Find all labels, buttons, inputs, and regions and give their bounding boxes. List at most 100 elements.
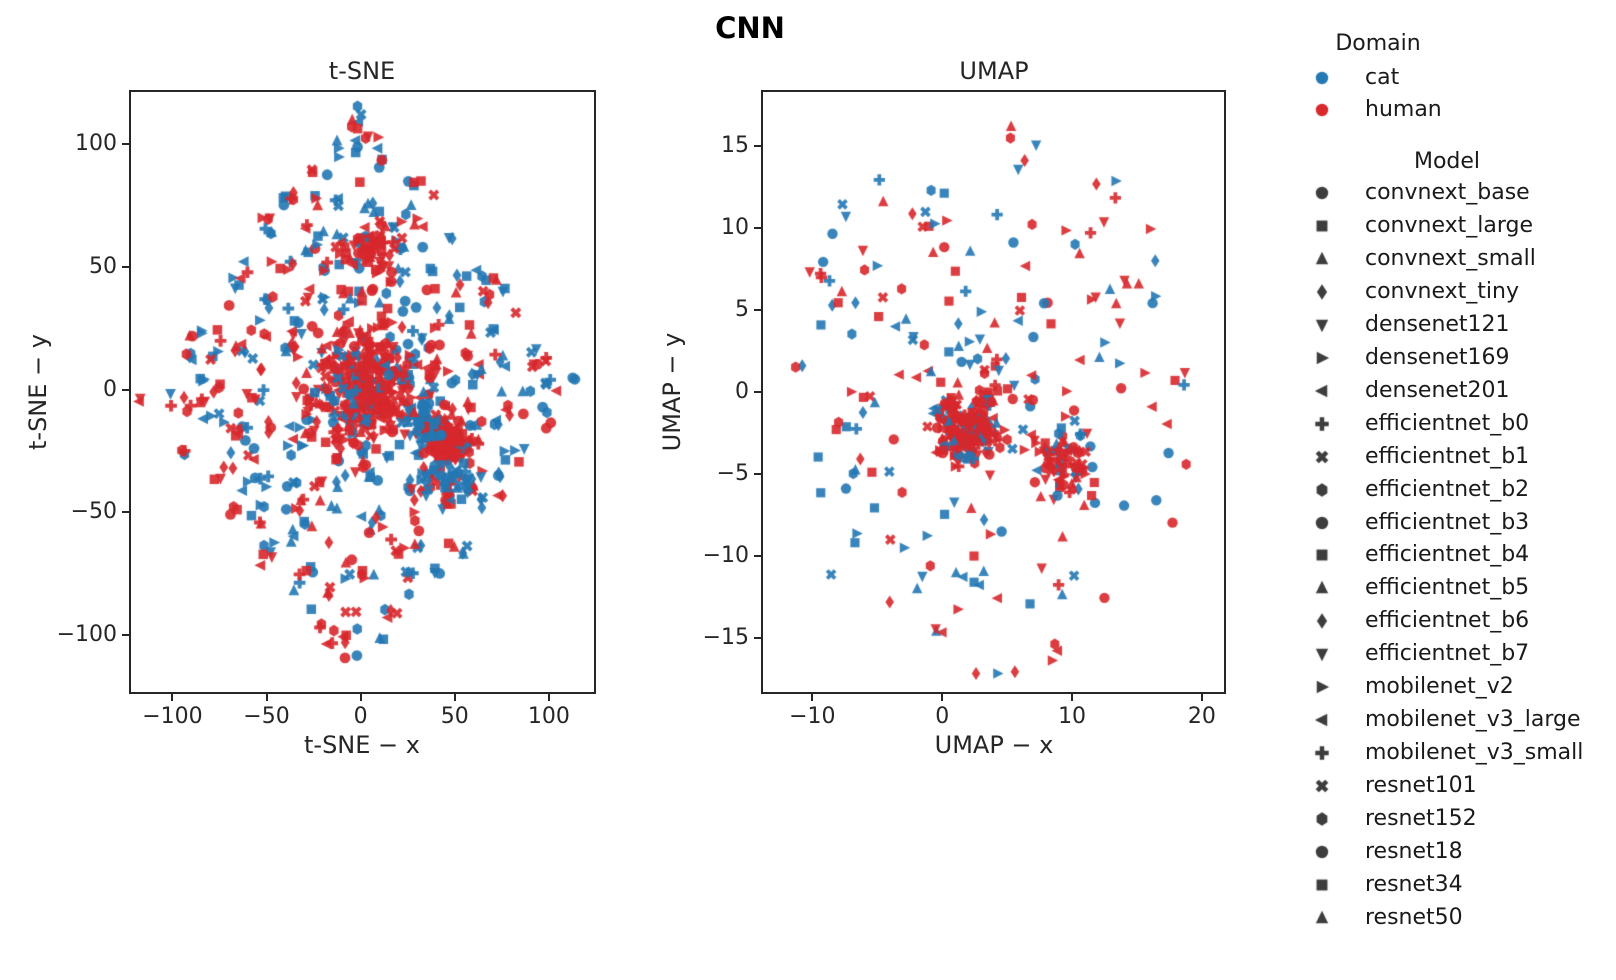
legend-model-convnext_base-marker-icon bbox=[1311, 182, 1333, 204]
legend-model-convnext_large-marker-icon bbox=[1311, 214, 1333, 237]
y-tick bbox=[122, 142, 129, 145]
y-tick bbox=[754, 391, 761, 393]
y-tick-label: −5 bbox=[716, 460, 749, 486]
x-tick-label: −10 bbox=[789, 704, 836, 729]
legend-model-efficientnet_b2-marker-icon bbox=[1311, 478, 1333, 501]
x-tick bbox=[453, 694, 456, 701]
umap-scatter-canvas bbox=[763, 92, 1224, 692]
x-tick bbox=[359, 694, 362, 701]
y-tick-label: 0 bbox=[735, 379, 749, 404]
tsne-scatter-canvas bbox=[131, 92, 594, 692]
x-tick bbox=[1071, 694, 1074, 701]
legend-model-resnet18-marker-icon bbox=[1311, 841, 1333, 863]
y-tick bbox=[754, 227, 761, 230]
x-tick bbox=[171, 694, 174, 701]
tsne-title: t-SNE bbox=[328, 57, 396, 85]
legend-model-resnet152-marker-icon bbox=[1311, 808, 1333, 831]
legend-model-densenet169-marker-icon bbox=[1311, 346, 1333, 369]
legend-domain-human-marker-icon bbox=[1311, 99, 1333, 121]
legend-model-convnext_small-label: convnext_small bbox=[1365, 245, 1536, 271]
y-tick-label: −10 bbox=[702, 542, 749, 568]
legend-model-convnext_tiny-label: convnext_tiny bbox=[1365, 278, 1519, 304]
y-tick-label: −50 bbox=[70, 499, 117, 525]
legend-model-efficientnet_b6-marker-icon bbox=[1311, 610, 1333, 633]
legend-model-densenet201-label: densenet201 bbox=[1365, 377, 1510, 403]
legend-model-mobilenet_v3_small-label: mobilenet_v3_small bbox=[1365, 740, 1584, 766]
legend-model-resnet101-marker-icon bbox=[1311, 775, 1333, 798]
y-tick-label: 100 bbox=[75, 130, 117, 156]
legend-domain-cat-marker-icon bbox=[1311, 67, 1333, 89]
figure-title: CNN bbox=[715, 11, 785, 45]
legend-model-efficientnet_b1-marker-icon bbox=[1311, 445, 1333, 468]
umap-xlabel: UMAP − x bbox=[934, 731, 1054, 759]
x-tick bbox=[265, 694, 268, 701]
x-tick-label: −100 bbox=[142, 704, 203, 729]
x-tick-label: 0 bbox=[935, 704, 950, 729]
legend-model-convnext_large-label: convnext_large bbox=[1365, 212, 1534, 238]
legend-model-resnet101-label: resnet101 bbox=[1365, 773, 1477, 799]
legend-model-resnet34-marker-icon bbox=[1311, 873, 1333, 896]
legend-model-efficientnet_b4-marker-icon bbox=[1311, 544, 1333, 567]
y-tick-label: 50 bbox=[89, 253, 117, 279]
x-tick-label: −50 bbox=[243, 704, 290, 729]
legend-model-mobilenet_v3_large-marker-icon bbox=[1311, 709, 1333, 732]
legend-model-efficientnet_b3-marker-icon bbox=[1311, 511, 1333, 534]
y-tick bbox=[122, 511, 129, 514]
legend-model-mobilenet_v2-label: mobilenet_v2 bbox=[1365, 674, 1514, 700]
legend-model-efficientnet_b7-marker-icon bbox=[1311, 643, 1333, 666]
legend-model-efficientnet_b7-label: efficientnet_b7 bbox=[1365, 641, 1530, 667]
y-tick-label: −100 bbox=[56, 622, 117, 648]
x-tick-label: 0 bbox=[353, 704, 368, 729]
legend-model-mobilenet_v3_small-marker-icon bbox=[1311, 742, 1333, 765]
legend-model-densenet121-marker-icon bbox=[1311, 313, 1333, 336]
legend-model-efficientnet_b0-marker-icon bbox=[1311, 412, 1333, 435]
y-tick-label: 5 bbox=[735, 297, 749, 323]
legend-model-title: Model bbox=[1413, 149, 1481, 174]
legend-model-mobilenet_v3_large-label: mobilenet_v3_large bbox=[1365, 707, 1581, 733]
x-tick bbox=[547, 694, 550, 701]
legend-domain-title: Domain bbox=[1335, 31, 1421, 56]
legend-model-efficientnet_b1-label: efficientnet_b1 bbox=[1365, 443, 1530, 469]
legend-model-efficientnet_b2-label: efficientnet_b2 bbox=[1365, 476, 1530, 502]
x-tick-label: 50 bbox=[440, 704, 469, 729]
y-tick bbox=[122, 388, 129, 391]
x-tick bbox=[941, 694, 944, 701]
y-tick bbox=[754, 636, 761, 639]
y-tick bbox=[754, 309, 761, 312]
legend-domain-human-label: human bbox=[1365, 97, 1442, 122]
x-tick-label: 100 bbox=[527, 704, 570, 729]
legend-model-convnext_small-marker-icon bbox=[1311, 247, 1333, 270]
legend-model-densenet201-marker-icon bbox=[1311, 379, 1333, 402]
umap-ylabel: UMAP − y bbox=[658, 332, 686, 452]
y-tick-label: −15 bbox=[702, 624, 749, 650]
x-tick bbox=[1200, 694, 1203, 701]
y-tick-label: 15 bbox=[721, 133, 749, 159]
y-tick bbox=[754, 554, 761, 557]
legend-model-resnet50-marker-icon bbox=[1311, 906, 1333, 929]
legend-model-convnext_base-label: convnext_base bbox=[1365, 180, 1530, 205]
legend-model-convnext_tiny-marker-icon bbox=[1311, 280, 1333, 303]
legend-model-efficientnet_b4-label: efficientnet_b4 bbox=[1365, 542, 1530, 568]
y-tick-label: 0 bbox=[103, 376, 117, 402]
legend-model-densenet169-label: densenet169 bbox=[1365, 344, 1510, 370]
legend-domain-cat-label: cat bbox=[1365, 65, 1400, 90]
legend-model-efficientnet_b5-marker-icon bbox=[1311, 577, 1333, 600]
tsne-ylabel: t-SNE − y bbox=[24, 334, 52, 450]
legend-model-efficientnet_b3-label: efficientnet_b3 bbox=[1365, 509, 1530, 535]
umap-title: UMAP bbox=[959, 57, 1029, 85]
legend-model-resnet18-label: resnet18 bbox=[1365, 839, 1463, 864]
y-tick bbox=[122, 634, 129, 637]
x-tick-label: 10 bbox=[1058, 704, 1087, 729]
legend-model-resnet34-label: resnet34 bbox=[1365, 871, 1463, 897]
legend-model-efficientnet_b5-label: efficientnet_b5 bbox=[1365, 575, 1530, 601]
legend-model-densenet121-label: densenet121 bbox=[1365, 311, 1510, 337]
tsne-xlabel: t-SNE − x bbox=[304, 731, 420, 759]
y-tick bbox=[122, 265, 129, 268]
x-tick bbox=[811, 694, 814, 701]
y-tick bbox=[754, 145, 761, 148]
legend-model-efficientnet_b0-label: efficientnet_b0 bbox=[1365, 410, 1530, 436]
legend-model-efficientnet_b6-label: efficientnet_b6 bbox=[1365, 608, 1530, 634]
y-tick bbox=[754, 472, 761, 475]
y-tick-label: 10 bbox=[721, 215, 749, 241]
